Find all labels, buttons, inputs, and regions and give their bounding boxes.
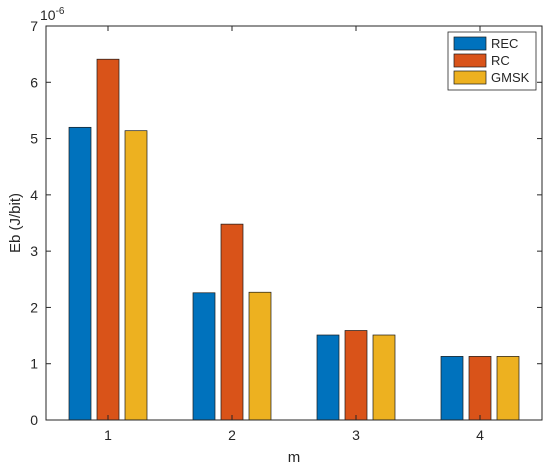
legend-label-rc: RC [491,53,510,68]
y-tick-label: 4 [30,187,38,203]
bar-rec-m3 [316,334,340,421]
y-axis-label: Eb (J/bit) [7,193,24,253]
y-tick-label: 0 [30,412,38,428]
bars-group [68,58,520,421]
legend-swatch-rc [453,53,487,68]
bar-rc-m1 [96,58,120,421]
bar-rc-m3 [344,330,368,421]
x-tick-label: 2 [228,427,236,443]
y-ticks-group: 0 1 2 3 4 5 6 7 [30,18,542,428]
y-tick-label: 2 [30,299,38,315]
bar-rec-m4 [440,356,464,421]
legend-label-rec: REC [491,36,518,51]
legend-swatch-gmsk [453,70,487,85]
y-tick-label: 3 [30,243,38,259]
y-exponent-power: -6 [56,6,65,17]
x-ticks-group: 1 2 3 4 [104,26,484,443]
legend-label-gmsk: GMSK [491,70,530,85]
y-exponent-label: 10-6 [40,6,65,23]
bar-gmsk-m3 [372,334,396,421]
legend: REC RC GMSK [447,31,537,91]
x-tick-label: 4 [476,427,484,443]
x-tick-label: 1 [104,427,112,443]
x-tick-label: 3 [352,427,360,443]
y-exponent-base: 10 [40,7,56,23]
bar-gmsk-m4 [496,356,520,421]
y-tick-label: 6 [30,74,38,90]
x-axis-label: m [288,449,301,466]
bar-rc-m4 [468,356,492,421]
bar-rc-m2 [220,223,244,421]
y-tick-label: 7 [30,18,38,34]
legend-swatch-rec [453,36,487,51]
y-tick-label: 5 [30,131,38,147]
bar-rec-m1 [68,126,92,421]
bar-rec-m2 [192,292,216,421]
bar-gmsk-m1 [124,130,148,421]
axes-box [45,25,543,421]
y-tick-label: 1 [30,356,38,372]
bar-gmsk-m2 [248,291,272,421]
